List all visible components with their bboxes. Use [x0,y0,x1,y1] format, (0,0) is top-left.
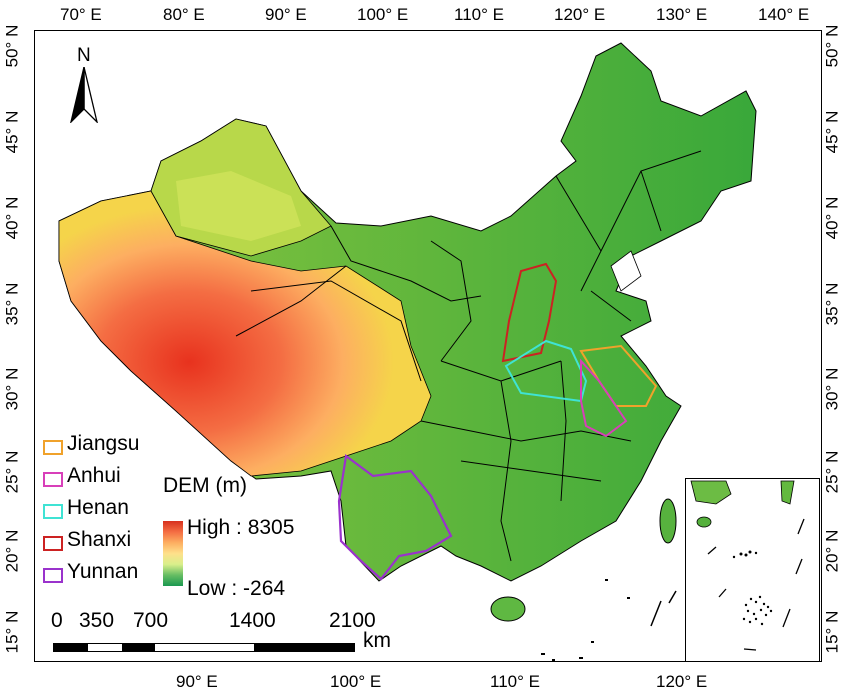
top-tick-90e: 90° E [265,5,307,24]
left-tick-15n: 15° N [2,610,22,654]
north-arrow-icon [70,67,98,123]
scale-label-700: 700 [133,609,169,632]
right-tick-40n: 40° N [822,196,842,240]
province-legend: Jiangsu Anhui Henan Shanxi Yunnan [41,431,171,606]
top-tick-70e: 70° E [60,5,102,24]
right-tick-20n: 20° N [822,529,842,573]
top-tick-100e: 100° E [357,5,409,24]
left-tick-50n: 50° N [2,24,22,68]
legend-label-shanxi: Shanxi [67,528,132,551]
top-tick-120e: 120° E [554,5,606,24]
legend-swatch-henan [43,504,63,519]
boundary-henan [504,339,588,403]
taiwan-island [659,498,677,544]
map-frame: N Jiangsu Anhui Henan Shanxi Yunnan DEM … [34,30,822,662]
legend-swatch-jiangsu [43,440,63,455]
legend-label-henan: Henan [67,496,129,519]
legend-swatch-anhui [43,472,63,487]
scale-label-2100: 2100 [329,609,376,632]
top-tick-140e: 140° E [758,5,810,24]
inset-map [685,478,820,662]
hainan-island [490,596,526,622]
right-tick-30n: 30° N [822,367,842,411]
left-tick-45n: 45° N [2,110,22,154]
dem-title: DEM (m) [163,474,247,497]
legend-label-jiangsu: Jiangsu [67,432,140,455]
boundary-yunnan [337,454,453,581]
tibetan-plateau [58,190,432,477]
bottom-tick-90e: 90° E [176,672,218,691]
scale-label-0: 0 [51,609,63,632]
bottom-tick-100e: 100° E [330,672,382,691]
legend-swatch-shanxi [43,536,63,551]
scale-unit: km [363,629,391,652]
left-tick-30n: 30° N [2,367,22,411]
legend-label-anhui: Anhui [67,464,121,487]
scale-label-350: 350 [79,609,115,632]
north-arrow-label: N [77,45,91,66]
scale-bar: 0 350 700 1400 2100 km [51,609,391,657]
dem-color-ramp [163,521,183,586]
bottom-tick-110e: 110° E [490,672,540,691]
right-tick-45n: 45° N [822,110,842,154]
dem-low-label: Low : -264 [187,577,286,600]
right-tick-35n: 35° N [822,282,842,326]
left-tick-20n: 20° N [2,529,22,573]
left-tick-35n: 35° N [2,282,22,326]
bottom-tick-120e: 120° E [656,672,708,691]
top-tick-110e: 110° E [454,5,504,24]
top-tick-80e: 80° E [163,5,205,24]
legend-label-yunnan: Yunnan [67,560,139,583]
china-dem-map [58,42,757,661]
boundary-anhui [580,358,628,438]
top-tick-130e: 130° E [656,5,708,24]
dem-high-label: High : 8305 [187,516,295,539]
left-tick-25n: 25° N [2,450,22,494]
north-arrow: N [69,45,99,123]
left-tick-40n: 40° N [2,196,22,240]
right-tick-15n: 15° N [822,610,842,654]
right-tick-25n: 25° N [822,450,842,494]
right-tick-50n: 50° N [822,24,842,68]
legend-swatch-yunnan [43,568,63,583]
scale-label-1400: 1400 [229,609,276,632]
